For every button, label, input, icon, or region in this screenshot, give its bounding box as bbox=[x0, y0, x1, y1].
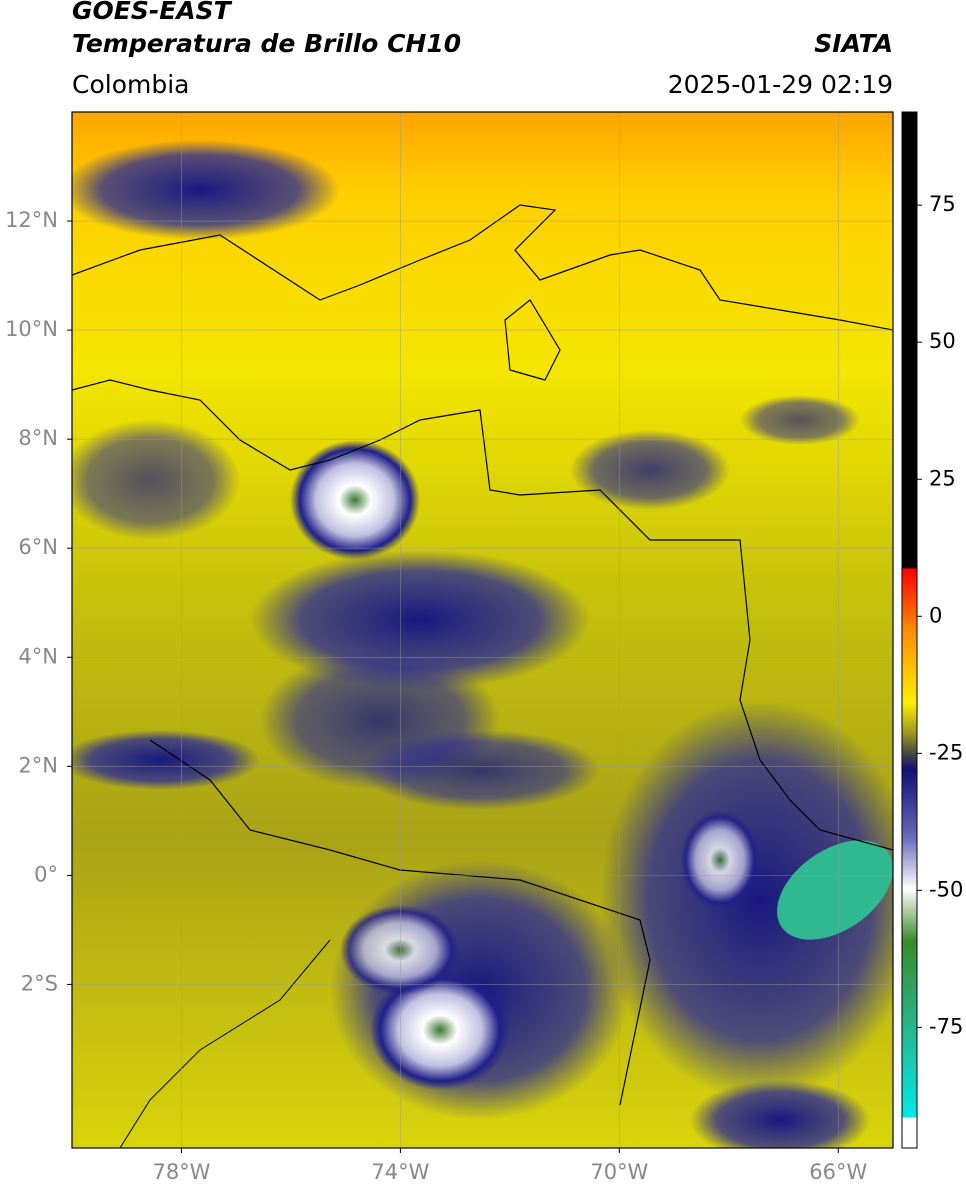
x-tick-label: 74°W bbox=[371, 1160, 429, 1184]
x-tick-label: 70°W bbox=[590, 1160, 648, 1184]
x-tick-label: 66°W bbox=[809, 1160, 867, 1184]
colorbar-tick-label: 75 bbox=[929, 192, 956, 216]
y-tick-label: 0° bbox=[34, 862, 58, 886]
colorbar bbox=[901, 111, 918, 1149]
y-tick-label: 2°S bbox=[21, 971, 58, 995]
x-tick-label: 78°W bbox=[152, 1160, 210, 1184]
satellite-image bbox=[72, 112, 893, 1148]
y-tick-label: 8°N bbox=[18, 426, 58, 450]
y-tick-label: 10°N bbox=[5, 317, 58, 341]
colorbar-tick-label: -50 bbox=[929, 877, 963, 901]
colorbar-tick-label: -25 bbox=[929, 740, 963, 764]
colorbar-tick-label: 50 bbox=[929, 329, 956, 353]
datetime: 2025-01-29 02:19 bbox=[668, 70, 893, 99]
colorbar-tick-label: 0 bbox=[929, 603, 942, 627]
region: Colombia bbox=[72, 70, 189, 99]
title: GOES-EAST bbox=[72, 0, 233, 25]
map-frame bbox=[71, 111, 894, 1149]
source: SIATA bbox=[814, 29, 893, 58]
y-tick-label: 6°N bbox=[18, 535, 58, 559]
colorbar-tick-label: -75 bbox=[929, 1014, 963, 1038]
y-tick-label: 12°N bbox=[5, 208, 58, 232]
colorbar-tick-label: 25 bbox=[929, 466, 956, 490]
y-tick-label: 2°N bbox=[18, 753, 58, 777]
y-tick-label: 4°N bbox=[18, 644, 58, 668]
subtitle: Temperatura de Brillo CH10 bbox=[72, 29, 461, 58]
